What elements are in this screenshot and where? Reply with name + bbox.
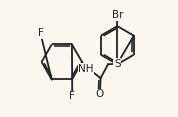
Text: S: S [114, 59, 121, 69]
Text: O: O [96, 89, 104, 99]
Text: F: F [69, 91, 75, 101]
Text: Br: Br [112, 10, 123, 20]
Text: F: F [38, 28, 43, 38]
Text: NH: NH [78, 64, 94, 74]
